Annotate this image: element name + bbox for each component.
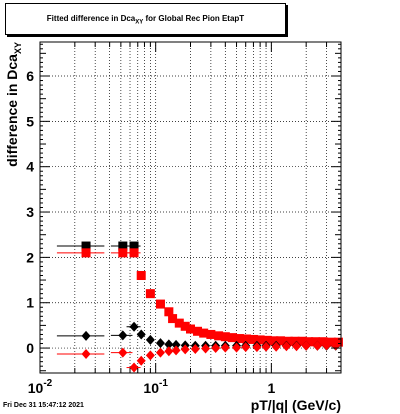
data-point [301,340,311,351]
x-tick-label: 10-1 [143,378,168,396]
data-point [211,343,221,354]
x-tick-label: 1 [267,380,275,396]
data-point [234,334,244,344]
data-point [261,341,271,352]
data-point [164,307,174,317]
data-point [271,341,281,352]
series-layer [56,241,343,373]
data-point [155,299,165,309]
data-point [180,321,190,331]
data-point [145,350,155,361]
data-point [252,342,262,353]
data-point [283,336,293,346]
data-point [220,332,230,342]
data-point [201,343,211,354]
data-point [255,335,265,345]
data-point [171,345,181,356]
y-tick-label: 2 [26,249,34,265]
data-point [310,337,320,347]
y-tick-label: 0 [26,340,34,356]
data-point [129,362,139,373]
data-point [168,314,178,324]
data-point [171,339,181,350]
data-point [164,346,174,357]
data-point [232,342,242,353]
data-point [81,330,91,341]
x-tick-label: 10-2 [28,378,53,396]
data-point [242,334,252,344]
data-point [214,331,224,341]
data-point [129,321,139,332]
data-point [322,340,332,351]
data-point [145,289,155,299]
data-point [118,347,128,358]
data-point [276,336,286,346]
data-point [174,318,184,328]
series-0 [56,241,141,251]
chart-title-sub: XY [135,19,144,26]
y-tick-label: 4 [26,159,34,175]
data-point [297,336,307,346]
data-point [129,241,139,251]
data-point [129,248,139,258]
data-point [248,334,258,344]
x-axis-title: pT/|q| (GeV/c) [251,397,341,413]
series-1 [56,248,343,347]
data-point [269,336,279,346]
y-tick-label: 1 [26,295,34,311]
data-point [304,337,314,347]
chart-title-main: Fitted difference in Dca [46,14,136,23]
data-point [186,324,195,334]
data-point [190,343,200,354]
data-point [118,241,128,251]
chart-title-suffix: for Global Rec Pion EtapT [143,14,245,23]
data-point [155,338,165,349]
data-point [281,341,291,352]
y-axis-title: difference in DcaXY [4,42,23,167]
data-point [136,329,146,340]
data-point [118,330,128,341]
data-point [118,248,128,258]
y-tick-label: 5 [26,113,34,129]
data-point [81,348,91,359]
data-point [81,241,91,251]
data-point [199,328,209,338]
chart-title: Fitted difference in DcaXY for Global Re… [5,3,286,35]
data-point [164,339,174,350]
data-point [262,335,272,345]
data-point [227,333,237,343]
data-point [136,271,146,281]
axis-ticks [39,42,342,373]
data-point [220,342,230,353]
data-point [292,341,302,352]
y-tick-label: 3 [26,204,34,220]
data-point [81,248,91,258]
data-point [333,337,343,347]
data-point [312,340,322,351]
data-point [145,334,155,345]
data-point [180,344,190,355]
grid-lines [39,42,342,373]
data-point [318,337,328,347]
data-point [326,337,336,347]
data-point [155,347,165,358]
data-point [290,336,300,346]
series-3 [56,340,341,373]
timestamp: Fri Dec 31 15:47:12 2021 [3,402,84,409]
data-point [136,355,146,366]
y-tick-label: 6 [26,68,34,84]
data-point [193,326,203,336]
data-point [241,342,251,353]
data-point [206,329,216,339]
